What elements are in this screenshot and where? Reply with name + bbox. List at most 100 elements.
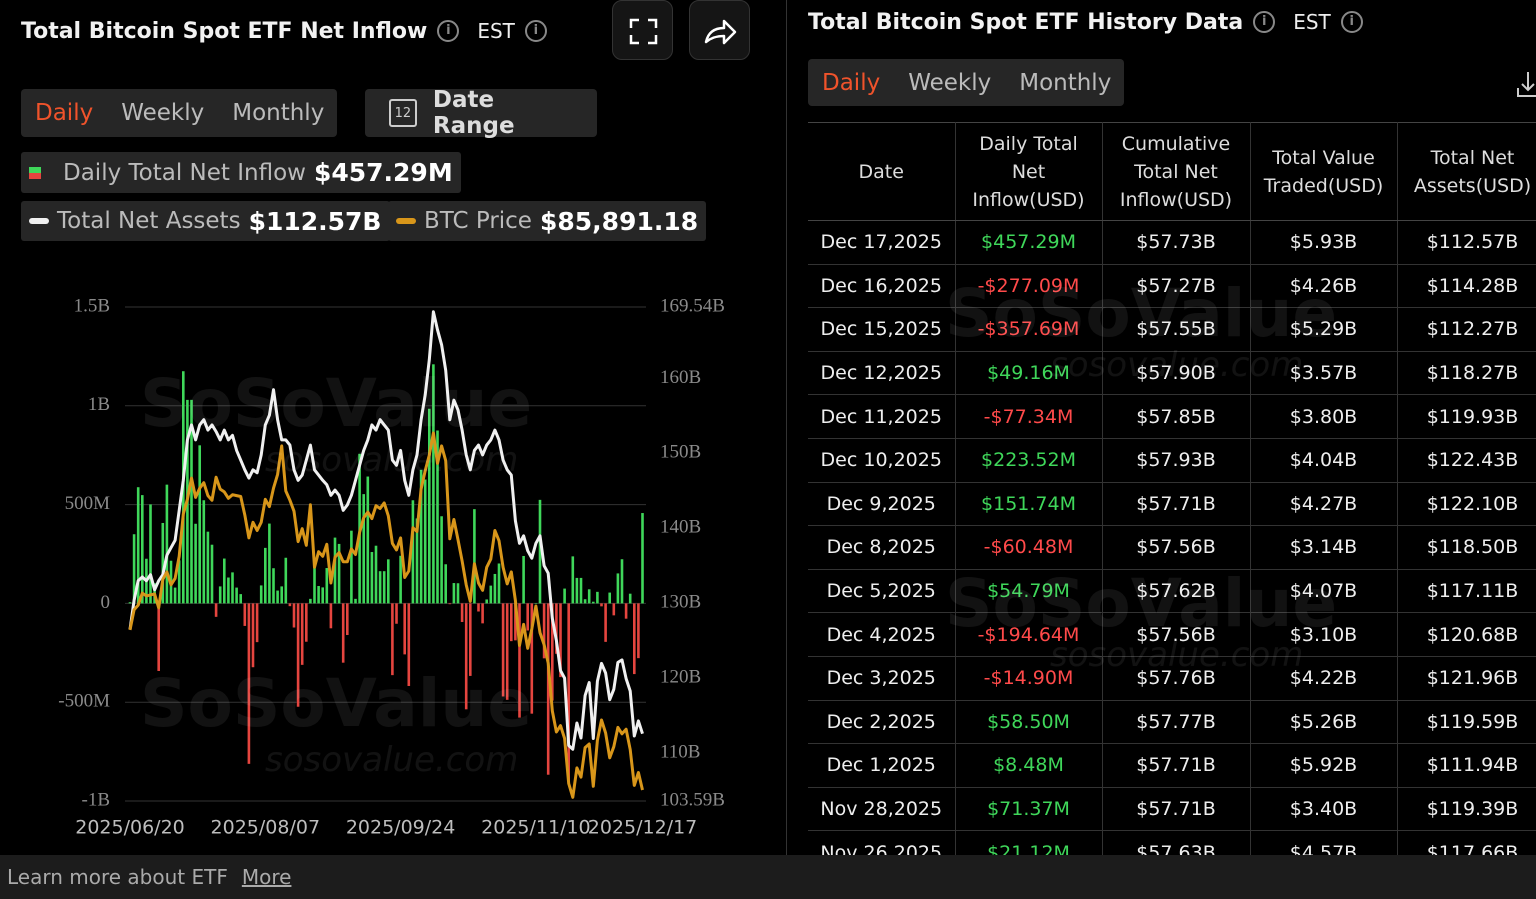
table-cell: $5.26B: [1250, 700, 1398, 745]
bar: [366, 476, 370, 604]
bar: [489, 585, 493, 604]
y-tick-label: 0: [101, 592, 111, 613]
tab[interactable]: Weekly: [121, 100, 205, 126]
footer-link[interactable]: More: [241, 865, 292, 889]
table-cell: $3.57B: [1250, 351, 1398, 396]
bar: [350, 530, 353, 604]
left-header: Total Bitcoin Spot ETF Net Inflow i EST …: [21, 14, 547, 48]
bar: [530, 603, 534, 714]
bar: [157, 603, 160, 671]
table-row: Dec 11,2025 -$77.34M $57.85B $3.80B $119.93B: [808, 394, 1536, 439]
info-icon[interactable]: i: [437, 20, 460, 42]
timezone[interactable]: EST: [1293, 10, 1331, 34]
bar: [227, 577, 230, 604]
table-cell: $4.04B: [1250, 438, 1398, 483]
share-button[interactable]: [689, 0, 750, 60]
y-tick-label: 500M: [65, 493, 111, 514]
panel-title: Total Bitcoin Spot ETF Net Inflow: [21, 18, 428, 44]
bar: [448, 603, 452, 605]
table-cell: Dec 17,2025: [808, 220, 956, 265]
legend-swatch: [29, 166, 41, 179]
fullscreen-button[interactable]: [612, 0, 673, 60]
bar: [305, 603, 308, 642]
bar: [419, 469, 423, 604]
table-cell: $8.48M: [955, 743, 1103, 788]
table-row: Dec 3,2025 -$14.90M $57.76B $4.22B $121.96B: [808, 656, 1536, 701]
table-cell: $117.66B: [1397, 830, 1536, 855]
divider: [786, 0, 787, 855]
table-cell: $119.39B: [1397, 787, 1536, 832]
bar: [452, 583, 456, 604]
table-row: Nov 26,2025 $21.12M $57.63B $4.57B $117.66B: [808, 830, 1536, 855]
tab[interactable]: Monthly: [232, 100, 325, 126]
bar: [620, 559, 624, 604]
table-cell: $57.71B: [1102, 482, 1251, 527]
bar: [432, 364, 435, 604]
table-cell: $57.76B: [1102, 656, 1251, 701]
legend-value: $112.57B: [248, 206, 382, 236]
table-cell: $223.52M: [955, 438, 1103, 483]
tab[interactable]: Monthly: [1019, 69, 1112, 96]
timezone[interactable]: EST: [477, 19, 515, 43]
bar: [624, 603, 628, 619]
watermark: SoSoValue: [140, 365, 533, 442]
legend-value: $457.29M: [313, 158, 453, 187]
bar: [469, 603, 472, 676]
info-icon[interactable]: i: [1340, 11, 1363, 33]
legend-item[interactable]: Total Net Assets $112.57B: [21, 201, 390, 241]
legend-label: BTC Price: [424, 208, 532, 234]
table-row: Dec 15,2025 -$357.69M $57.55B $5.29B $112.27…: [808, 307, 1536, 352]
footer-text: Learn more about ETF: [7, 865, 228, 889]
table-cell: Dec 12,2025: [808, 351, 956, 396]
line: [128, 431, 644, 799]
legend-swatch: [396, 218, 416, 224]
watermark: SoSoValue: [945, 565, 1338, 642]
y2-tick-label: 160B: [660, 367, 701, 388]
date-range-button[interactable]: 12 Date Range: [365, 87, 597, 139]
table-cell: $57.56B: [1102, 525, 1251, 570]
bar: [399, 555, 402, 604]
bar: [128, 602, 132, 604]
table-cell: $3.10B: [1250, 612, 1398, 657]
tab[interactable]: Daily: [822, 69, 881, 96]
legend-item[interactable]: Daily Total Net Inflow $457.29M: [21, 152, 461, 193]
table-row: Dec 10,2025 $223.52M $57.93B $4.04B $122.43B: [808, 438, 1536, 483]
table-cell: $3.40B: [1250, 787, 1398, 832]
info-icon[interactable]: i: [524, 20, 547, 42]
bar: [559, 603, 562, 678]
history-table: Date Daily Total Net Inflow(USD) Cumulativ…: [808, 122, 1536, 855]
bar: [391, 603, 394, 676]
table-cell: $4.57B: [1250, 830, 1398, 855]
info-icon[interactable]: i: [1253, 11, 1276, 33]
bar: [321, 587, 324, 604]
bar: [346, 603, 349, 636]
bar: [132, 534, 136, 604]
bar: [571, 556, 575, 604]
table-cell: $111.94B: [1397, 743, 1536, 788]
watermark-site: sosovalue.com: [1050, 345, 1304, 385]
table-cell: -$60.48M: [955, 525, 1103, 570]
bar: [235, 587, 238, 604]
watermark: SoSoValue: [140, 665, 533, 742]
bar: [440, 516, 443, 604]
x-tick-label: 2025/11/10: [481, 817, 591, 839]
y-tick-label: -500M: [58, 691, 110, 712]
table-cell: $57.77B: [1102, 700, 1251, 745]
bar: [337, 543, 341, 604]
y2-tick-label: 130B: [660, 592, 701, 613]
legend-item[interactable]: BTC Price $85,891.18: [388, 201, 707, 241]
bar: [292, 603, 296, 628]
bar: [493, 573, 497, 604]
download-icon[interactable]: [1516, 66, 1536, 100]
legend-swatch: [29, 218, 49, 224]
bar: [583, 599, 587, 604]
bar: [268, 523, 271, 604]
table-cell: $54.79M: [955, 569, 1103, 614]
bar: [407, 603, 411, 686]
bar: [637, 603, 640, 659]
table-cell: $57.85B: [1102, 394, 1251, 439]
tab[interactable]: Weekly: [908, 69, 992, 96]
bar: [616, 573, 620, 604]
tab[interactable]: Daily: [35, 100, 94, 126]
table-row: Dec 12,2025 $49.16M $57.90B $3.57B $118.27B: [808, 351, 1536, 396]
